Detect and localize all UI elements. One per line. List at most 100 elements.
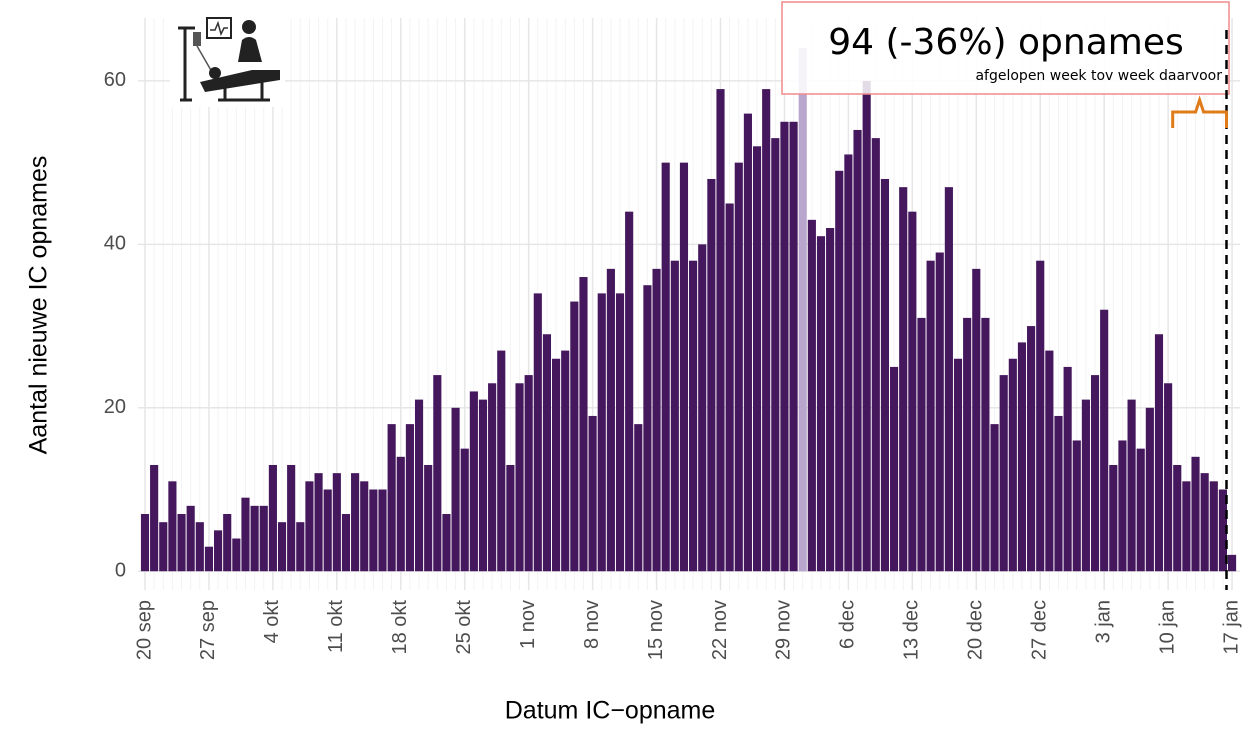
bar	[1154, 334, 1164, 572]
x-tick-label: 13 dec	[901, 600, 923, 660]
bar	[935, 252, 944, 572]
bar	[1182, 481, 1191, 572]
bar	[844, 154, 853, 572]
bar	[1081, 399, 1090, 572]
bar	[734, 162, 743, 572]
bar	[314, 473, 323, 572]
bar	[707, 178, 716, 572]
y-axis-title: Aantal nieuwe IC opnames	[25, 156, 53, 455]
bar	[469, 391, 478, 572]
bar	[853, 129, 862, 572]
bar	[561, 350, 570, 572]
bar	[1118, 440, 1127, 572]
bar	[488, 383, 497, 572]
bar	[1145, 407, 1154, 572]
bar	[387, 424, 396, 572]
bar	[1054, 415, 1063, 572]
bar	[990, 424, 999, 572]
bar	[963, 317, 972, 572]
x-tick-label: 11 okt	[325, 600, 347, 653]
bar	[1008, 358, 1017, 572]
bar	[762, 89, 771, 572]
x-tick-label: 29 nov	[773, 600, 795, 660]
annotation-box	[781, 1, 1230, 95]
bar	[341, 514, 351, 572]
bar	[460, 448, 469, 572]
bar	[250, 505, 259, 572]
x-tick-label: 20 sep	[133, 600, 155, 660]
bar	[670, 260, 679, 572]
x-tick-label: 25 okt	[453, 600, 475, 655]
bar	[908, 211, 917, 572]
bar	[1090, 375, 1100, 572]
bar	[287, 464, 296, 572]
bar	[259, 505, 268, 572]
bar	[1072, 440, 1081, 572]
bar	[414, 399, 424, 572]
bar	[652, 268, 661, 572]
bar	[606, 268, 615, 572]
bar	[277, 522, 287, 572]
bar	[1109, 464, 1118, 572]
bar	[917, 317, 926, 572]
bar	[835, 170, 844, 572]
bar	[442, 514, 451, 572]
bar	[716, 89, 725, 572]
x-tick-label: 17 jan	[1220, 600, 1242, 655]
bar	[542, 334, 552, 572]
bar	[214, 530, 223, 572]
bar	[241, 497, 250, 572]
bar	[1164, 383, 1173, 572]
bar	[515, 383, 524, 572]
bar	[1136, 448, 1145, 572]
bar	[1027, 326, 1036, 572]
icu-icon	[170, 12, 285, 107]
bar	[177, 514, 186, 572]
x-tick-label: 22 nov	[709, 600, 731, 660]
bar	[351, 473, 360, 572]
y-tick-label: 20	[104, 396, 126, 418]
bar	[378, 489, 387, 572]
annotation-title: 94 (-36%) opnames	[828, 22, 1184, 63]
x-tick-label: 20 dec	[965, 600, 987, 660]
x-tick-label: 6 dec	[837, 600, 859, 649]
week-brace	[1171, 95, 1228, 128]
bar	[332, 473, 341, 572]
bar	[579, 277, 588, 572]
bar	[1036, 260, 1045, 572]
bar	[552, 358, 561, 572]
bar	[689, 260, 698, 572]
bar	[1209, 481, 1218, 572]
bar	[506, 464, 515, 572]
bar	[880, 178, 890, 572]
bar	[296, 522, 305, 572]
bar	[698, 244, 707, 572]
bars	[140, 48, 1237, 572]
bar	[972, 268, 981, 572]
x-tick-label: 15 nov	[645, 600, 667, 660]
bar	[862, 80, 871, 572]
bar	[150, 464, 159, 572]
y-tick-label: 40	[104, 233, 126, 255]
bar	[752, 146, 762, 572]
bar	[1227, 554, 1237, 572]
annotation: 94 (-36%) opnames afgelopen week tov wee…	[781, 1, 1230, 95]
bar	[140, 514, 150, 572]
x-tick-label: 8 nov	[581, 600, 603, 649]
bar	[396, 456, 405, 572]
bar	[1173, 464, 1182, 572]
x-tick-label: 4 okt	[261, 600, 283, 644]
bar	[268, 464, 277, 572]
bar	[899, 187, 908, 572]
bar	[944, 187, 953, 572]
x-tick-label: 1 nov	[517, 600, 539, 649]
bar	[661, 162, 670, 572]
bar	[223, 514, 232, 572]
bar	[232, 538, 241, 572]
x-tick-label: 3 jan	[1092, 600, 1114, 643]
bar	[451, 407, 460, 572]
bar	[478, 399, 488, 572]
bar	[1100, 309, 1109, 572]
x-tick-label: 10 jan	[1156, 600, 1178, 655]
